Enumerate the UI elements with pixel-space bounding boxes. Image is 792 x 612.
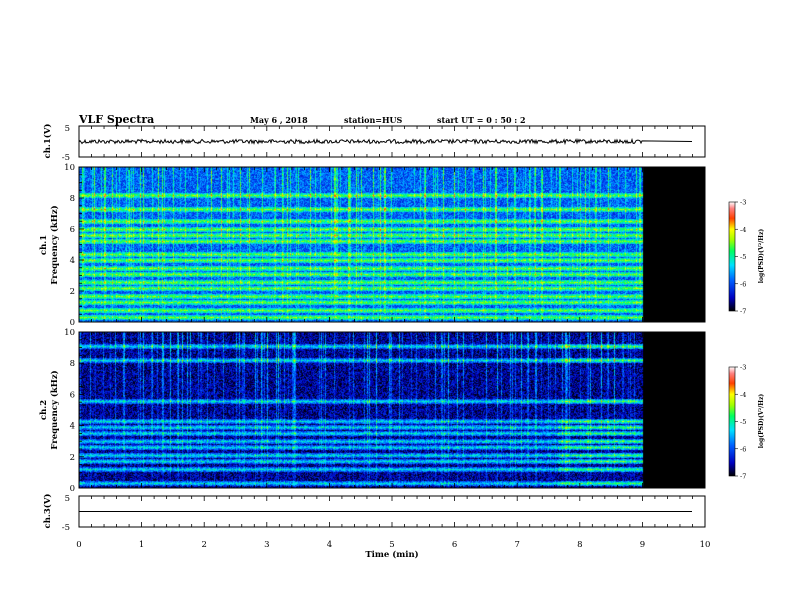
date-label: May 6 , 2018 — [250, 115, 308, 125]
ch1-waveform-trace — [78, 137, 693, 146]
ch1-colorbar-ticks: -3 -4 -5 -6 -7 — [735, 199, 746, 316]
station-label: station=HUS — [344, 115, 403, 125]
ch1-spectrogram-image-holder — [79, 167, 705, 322]
ch3-waveform-x-ticks — [78, 496, 706, 527]
ch1-frequency-tick-label: 2 — [70, 287, 75, 297]
figure-title: VLF Spectra — [78, 113, 154, 126]
time-tick-label: 8 — [577, 540, 582, 550]
time-tick-label: 6 — [452, 540, 457, 550]
ch1-colorbar-scale — [728, 201, 736, 312]
ch2-frequency-tick-label: 0 — [70, 484, 75, 494]
time-tick-label: 7 — [514, 540, 519, 550]
ch3-waveform-ylabel: ch.3(V) — [42, 494, 53, 529]
time-axis-tick-labels: 0 1 2 3 4 5 6 7 8 9 10 — [76, 540, 710, 550]
ch1-waveform-tick-top: 5 — [65, 124, 70, 134]
ch2-frequency-tick-label: 2 — [70, 453, 75, 463]
time-tick-label: 1 — [139, 540, 144, 550]
ch1-time-ticks — [78, 167, 706, 322]
ch1-waveform-ylabel: ch.1(V) — [42, 124, 53, 159]
ch2-colorbar-tick-label: -5 — [740, 418, 746, 426]
time-tick-label: 5 — [389, 540, 394, 550]
ch1-colorbar-tick-label: -4 — [740, 226, 746, 234]
ch2-channel-label: ch.2 — [39, 400, 49, 420]
ch1-waveform-tick-bottom: -5 — [62, 153, 70, 163]
ch2-spectrogram-image-holder — [79, 332, 705, 488]
ch2-frequency-label: Frequency (kHz) — [49, 370, 60, 449]
ch2-spectrogram-panel: ch.2 Frequency (kHz) 0 2 4 6 8 10 — [39, 328, 706, 494]
ch2-colorbar-label: log(PSD)(V²/Hz) — [758, 394, 765, 449]
ch1-spectrogram-image — [79, 167, 705, 322]
ch1-colorbar-label: log(PSD)(V²/Hz) — [758, 229, 765, 284]
ch1-frequency-tick-label: 8 — [70, 194, 75, 204]
ch1-frequency-tick-label: 6 — [70, 225, 75, 235]
ch2-time-ticks — [78, 332, 706, 488]
ch2-colorbar: -3 -4 -5 -6 -7 log(PSD)(V²/Hz) — [728, 364, 765, 481]
ch2-colorbar-tick-label: -4 — [740, 391, 746, 399]
ch1-colorbar-tick-label: -6 — [740, 280, 746, 288]
ch1-frequency-tick-label: 0 — [70, 318, 75, 328]
ch3-waveform-tick-top: 5 — [65, 494, 70, 504]
time-tick-label: 3 — [264, 540, 269, 550]
ch1-spectrogram-panel: ch.1 Frequency (kHz) 0 2 4 6 8 10 — [39, 163, 706, 328]
ch3-waveform-tick-bottom: -5 — [62, 523, 70, 533]
time-tick-label: 0 — [76, 540, 81, 550]
ch1-frequency-tick-label: 4 — [70, 256, 75, 266]
time-tick-label: 10 — [700, 540, 711, 550]
time-tick-label: 9 — [640, 540, 645, 550]
ch2-frequency-ticks: 0 2 4 6 8 10 — [64, 328, 705, 494]
ch3-waveform-panel: ch.3(V) 5 -5 — [42, 494, 706, 533]
ch2-frequency-tick-label: 4 — [70, 422, 75, 432]
ch1-frequency-label: Frequency (kHz) — [49, 205, 60, 284]
ch2-colorbar-tick-label: -7 — [740, 473, 746, 481]
ch1-channel-label: ch.1 — [39, 235, 49, 255]
time-tick-label: 4 — [327, 540, 332, 550]
ch1-waveform-x-ticks — [78, 126, 706, 157]
ch2-colorbar-scale — [728, 366, 736, 477]
ch2-frequency-tick-label: 6 — [70, 390, 75, 400]
time-tick-label: 2 — [201, 540, 206, 550]
ch1-colorbar: -3 -4 -5 -6 -7 log(PSD)(V²/Hz) — [728, 199, 765, 316]
ch2-colorbar-tick-label: -6 — [740, 445, 746, 453]
start-time-label: start UT = 0 : 50 : 2 — [437, 115, 526, 125]
ch2-frequency-tick-label: 10 — [64, 328, 75, 338]
ch1-colorbar-tick-label: -5 — [740, 253, 746, 261]
ch1-waveform-panel: ch.1(V) 5 -5 — [42, 124, 706, 163]
ch1-colorbar-tick-label: -7 — [740, 308, 746, 316]
ch2-spectrogram-image — [79, 332, 705, 488]
ch2-colorbar-ticks: -3 -4 -5 -6 -7 — [735, 364, 746, 481]
time-axis-label: Time (min) — [365, 549, 418, 560]
ch2-colorbar-tick-label: -3 — [740, 364, 746, 372]
ch1-frequency-ticks: 0 2 4 6 8 10 — [64, 163, 705, 328]
ch1-frequency-tick-label: 10 — [64, 163, 75, 173]
ch2-frequency-tick-label: 8 — [70, 359, 75, 369]
ch1-colorbar-tick-label: -3 — [740, 199, 746, 207]
